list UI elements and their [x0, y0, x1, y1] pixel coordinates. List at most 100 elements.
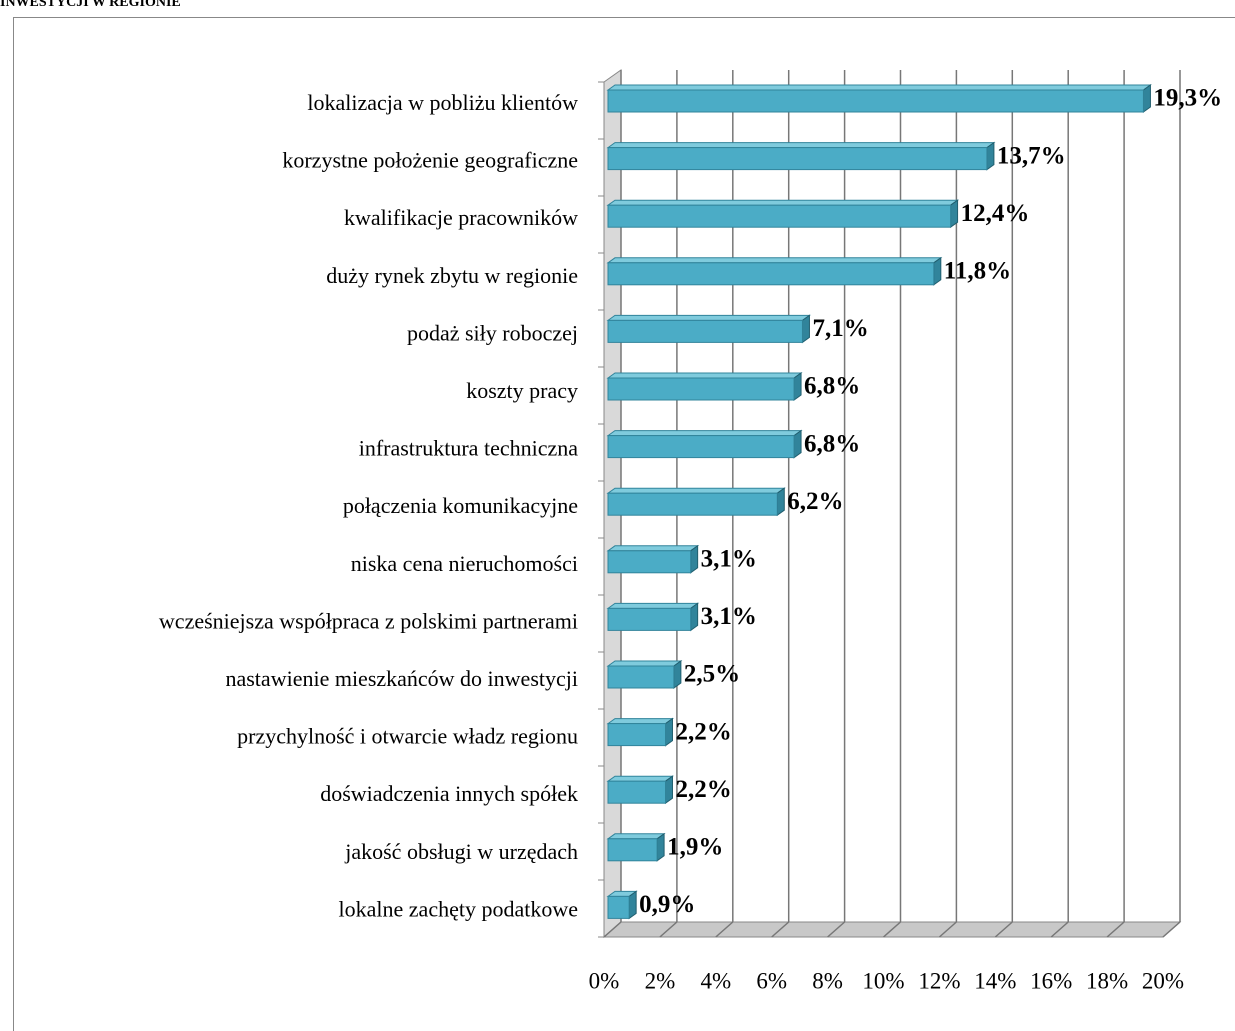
bar-face: [656, 832, 665, 862]
bar-face: [950, 199, 959, 229]
floor-grid-line: [883, 921, 901, 938]
bar-face: [607, 262, 935, 286]
chart-border: [13, 17, 1235, 1031]
bar-face: [933, 256, 942, 286]
x-tick-label: 0%: [589, 968, 620, 993]
x-tick-label: 2%: [645, 968, 676, 993]
bar-face: [607, 492, 778, 516]
bar: [606, 660, 683, 689]
bar: [606, 84, 1152, 113]
floor-grid-line: [659, 921, 678, 938]
bar-face: [606, 142, 996, 149]
bar-face: [664, 775, 673, 805]
bar-face: [606, 372, 803, 379]
value-label: 0,9%: [639, 891, 695, 918]
bar-face: [607, 89, 1144, 113]
bar-face: [607, 147, 988, 171]
category-label: doświadczenia innych spółek: [320, 781, 578, 806]
bar: [606, 890, 638, 920]
bar-face: [606, 602, 700, 609]
x-tick-label: 20%: [1142, 968, 1184, 993]
bar-face: [628, 890, 637, 920]
floor-grid-line: [771, 921, 790, 938]
bar-face: [607, 607, 692, 631]
value-label: 11,8%: [944, 258, 1011, 285]
x-tick-label: 16%: [1030, 968, 1072, 993]
chart-title: INWESTYCJI W REGIONIE: [0, 0, 181, 10]
bar: [606, 832, 666, 862]
value-label: 1,9%: [667, 834, 723, 861]
floor-grid-line: [603, 921, 622, 938]
category-label: infrastruktura techniczna: [359, 436, 579, 461]
floor-grid-line: [827, 921, 846, 938]
bar: [606, 372, 803, 401]
x-tick-label: 12%: [918, 968, 960, 993]
bar: [606, 141, 996, 171]
floor-grid-line: [938, 921, 957, 938]
bar-face: [793, 372, 802, 401]
bar-face: [607, 895, 630, 919]
category-label: podaż siły roboczej: [407, 320, 578, 345]
value-label: 6,8%: [804, 373, 860, 400]
category-label: nastawienie mieszkańców do inwestycji: [225, 666, 578, 691]
x-tick-label: 10%: [862, 968, 904, 993]
value-label: 2,2%: [675, 776, 731, 803]
x-tick-label: 18%: [1086, 968, 1128, 993]
category-label: lokalne zachęty podatkowe: [339, 896, 578, 921]
category-label: jakość obsługi w urzędach: [344, 839, 578, 864]
bar-face: [606, 545, 700, 552]
category-label: lokalizacja w pobliżu klientów: [307, 90, 578, 115]
value-label: 12,4%: [961, 200, 1030, 227]
bar-face: [673, 660, 682, 689]
floor-grid-line: [1106, 921, 1125, 938]
category-label: przychylność i otwarcie władz regionu: [237, 724, 578, 749]
category-label: korzystne położenie geograficzne: [282, 148, 578, 173]
bar-face: [607, 665, 675, 689]
bar-face: [607, 377, 795, 401]
bar: [606, 717, 675, 747]
bar-face: [690, 544, 699, 574]
bar-face: [1142, 84, 1151, 113]
category-label: wcześniejsza współpraca z polskimi partn…: [159, 608, 578, 633]
value-label: 6,8%: [804, 430, 860, 457]
value-label: 3,1%: [701, 546, 757, 573]
bar-face: [607, 723, 666, 747]
bar: [606, 544, 700, 574]
floor-grid-line: [715, 921, 734, 938]
bar: [606, 199, 960, 229]
bar-face: [607, 204, 952, 228]
bar-face: [776, 487, 785, 517]
bar-face: [606, 660, 683, 667]
bar: [606, 602, 700, 632]
value-label: 13,7%: [997, 142, 1066, 169]
bar: [606, 429, 803, 459]
bar-face: [606, 257, 943, 264]
bar-face: [606, 199, 960, 206]
floor-grid-line: [1162, 921, 1181, 938]
value-label: 6,2%: [787, 488, 843, 515]
category-label: koszty pracy: [466, 378, 578, 403]
bar-face: [606, 430, 803, 437]
x-tick-label: 8%: [812, 968, 843, 993]
bar: [606, 256, 943, 286]
category-label: duży rynek zbytu w regionie: [326, 263, 578, 288]
category-label: połączenia komunikacyjne: [343, 493, 578, 518]
bar-face: [607, 780, 666, 804]
bar-face: [607, 319, 803, 343]
bar-face: [607, 550, 692, 574]
value-label: 2,2%: [675, 718, 731, 745]
category-label: niska cena nieruchomości: [351, 551, 578, 576]
category-label: kwalifikacje pracowników: [344, 205, 578, 230]
bar: [606, 487, 786, 517]
floor-grid-line: [994, 921, 1013, 938]
floor-grid-line: [1050, 921, 1069, 938]
bar-face: [606, 775, 675, 782]
x-tick-label: 14%: [974, 968, 1016, 993]
value-label: 7,1%: [812, 315, 868, 342]
bar: [606, 314, 812, 344]
bar-face: [606, 84, 1152, 91]
bar-face: [606, 314, 812, 321]
value-label: 19,3%: [1153, 85, 1222, 112]
bar-face: [793, 429, 802, 459]
x-tick-label: 6%: [756, 968, 787, 993]
